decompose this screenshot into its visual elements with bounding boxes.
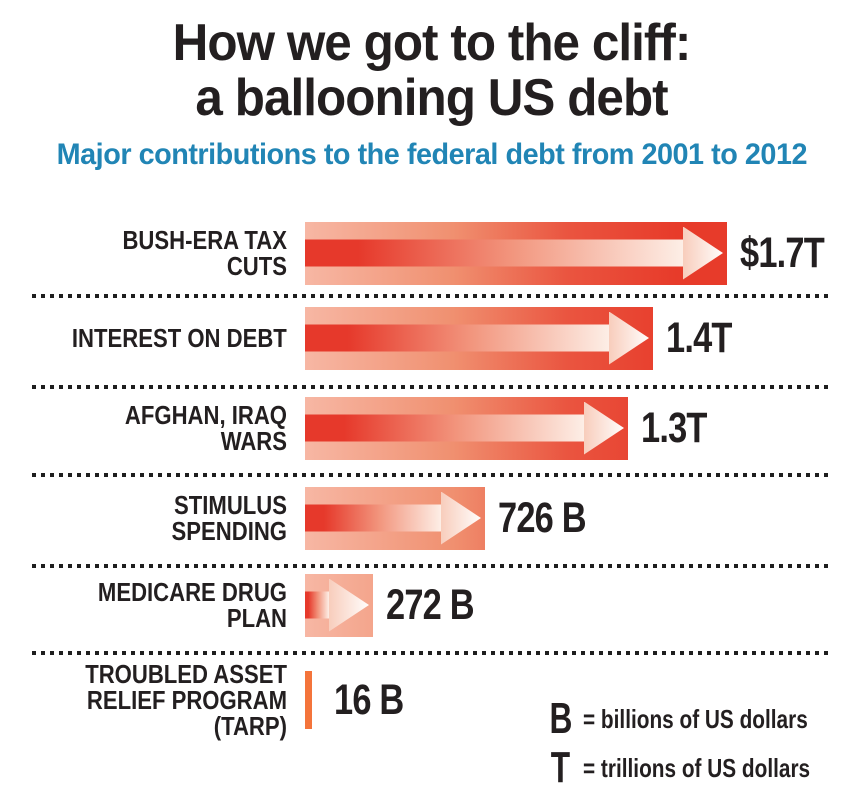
category-label-text: BUSH-ERA TAX CUTS — [122, 225, 287, 281]
value-label-text: 1.3T — [641, 404, 707, 452]
value-label-text: $1.7T — [740, 229, 825, 277]
tarp-tick-bar — [305, 671, 312, 729]
value-label-text: 16 B — [334, 676, 404, 724]
dotted-separator — [32, 385, 833, 389]
header: How we got to the cliff: a ballooning US… — [0, 16, 863, 172]
value-label: 726 B — [498, 497, 608, 540]
arrow-tail — [305, 239, 683, 267]
value-label-text: 726 B — [498, 494, 587, 542]
value-label: $1.7T — [740, 232, 845, 275]
value-label-text: 272 B — [386, 581, 475, 629]
legend-item-trillions: T = trillions of US dollars — [545, 743, 863, 792]
arrow-bar — [305, 306, 653, 370]
value-label: 1.3T — [641, 407, 723, 450]
legend-item-billions: B = billions of US dollars — [545, 694, 863, 743]
arrow-tail — [305, 414, 584, 442]
value-label: 1.4T — [666, 317, 748, 360]
legend-meaning-billions: = billions of US dollars — [583, 703, 808, 734]
arrow-tail — [305, 504, 441, 532]
legend-symbol-b: B — [549, 693, 573, 743]
value-label: 272 B — [386, 584, 496, 627]
dotted-separator — [32, 294, 833, 298]
category-label: MEDICARE DRUG PLAN — [30, 574, 287, 637]
category-label-text: INTEREST ON DEBT — [72, 323, 287, 353]
value-label: 16 B — [334, 679, 421, 722]
units-legend: B = billions of US dollars T = trillions… — [545, 694, 863, 792]
arrow-tail — [305, 324, 609, 352]
category-label: AFGHAN, IRAQ WARS — [30, 397, 287, 460]
arrow-tail — [305, 591, 329, 619]
page-title-line-2: a ballooning US debt — [195, 69, 668, 127]
dotted-separator — [32, 651, 833, 655]
category-label: BUSH-ERA TAX CUTS — [30, 222, 287, 285]
legend-symbol-t: T — [550, 742, 570, 792]
arrow-bar — [305, 486, 485, 550]
category-label: STIMULUS SPENDING — [30, 487, 287, 550]
category-label-text: STIMULUS SPENDING — [171, 490, 287, 546]
legend-meaning-trillions: = trillions of US dollars — [583, 752, 811, 783]
arrow-bar — [305, 221, 727, 285]
category-label: TROUBLED ASSET RELIEF PROGRAM (TARP) — [30, 661, 287, 739]
page-title-line-1: How we got to the cliff: — [172, 14, 692, 72]
category-label-text: TROUBLED ASSET RELIEF PROGRAM (TARP) — [85, 659, 287, 741]
value-label-text: 1.4T — [666, 314, 732, 362]
dotted-separator — [32, 564, 833, 568]
category-label-text: MEDICARE DRUG PLAN — [97, 577, 288, 633]
arrow-bar — [305, 573, 373, 637]
dotted-separator — [32, 473, 833, 477]
page-subtitle: Major contributions to the federal debt … — [56, 138, 807, 171]
arrow-bar — [305, 396, 628, 460]
category-label: INTEREST ON DEBT — [30, 307, 287, 370]
category-label-text: AFGHAN, IRAQ WARS — [124, 400, 287, 456]
